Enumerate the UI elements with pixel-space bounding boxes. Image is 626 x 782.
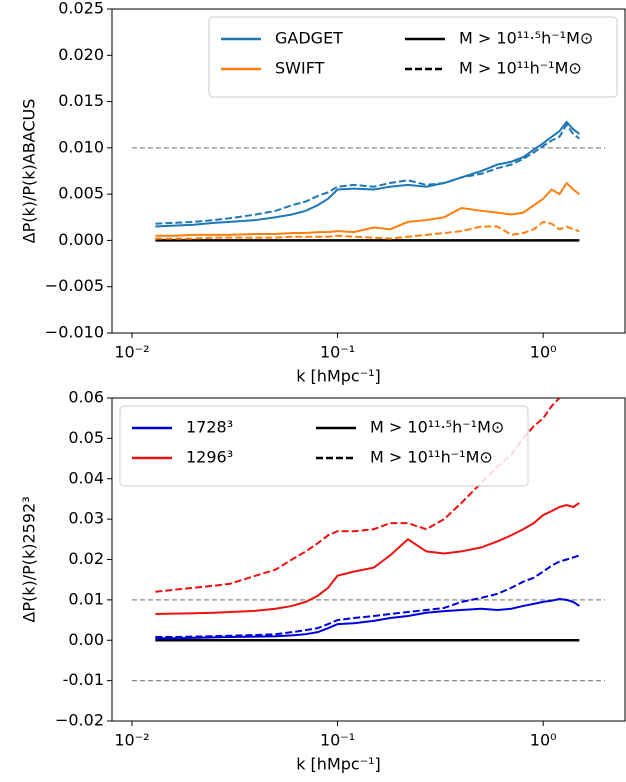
series-line	[155, 398, 562, 593]
legend-label: GADGET	[275, 29, 343, 48]
series-line	[155, 220, 580, 240]
legend-label: M > 10¹¹h⁻¹M⊙	[459, 59, 582, 78]
x-tick-label: 10⁻¹	[320, 731, 355, 750]
series-line	[155, 554, 580, 639]
legend-label: M > 10¹¹·⁵h⁻¹M⊙	[459, 29, 593, 48]
y-tick-label: −0.005	[45, 276, 104, 295]
y-axis-label: ΔP(k)/P(k)2592³	[20, 496, 39, 622]
series-line	[155, 181, 580, 237]
y-tick-label: 0.06	[68, 388, 104, 407]
x-axis-label: k [hMpc⁻¹]	[296, 367, 381, 386]
legend-label: 1296³	[186, 448, 233, 467]
y-tick-label: 0.04	[68, 468, 104, 487]
y-tick-label: 0.00	[68, 630, 104, 649]
y-tick-label: 0.025	[58, 0, 104, 18]
plot-frame	[111, 8, 626, 334]
x-tick-label: 10⁰	[530, 731, 557, 750]
y-tick-label: 0.020	[58, 45, 104, 64]
y-tick-label: −0.02	[55, 711, 104, 730]
x-axis-label: k [hMpc⁻¹]	[296, 755, 381, 774]
x-tick-label: 10⁰	[530, 343, 557, 362]
x-tick-label: 10⁻²	[114, 731, 149, 750]
series-line	[155, 122, 580, 225]
y-tick-label: 0.015	[58, 91, 104, 110]
series-line	[155, 502, 580, 616]
legend-label: SWIFT	[275, 59, 325, 78]
plot-frame	[111, 397, 626, 722]
y-tick-label: -0.01	[63, 670, 104, 689]
y-tick-label: 0.05	[68, 428, 104, 447]
x-tick-label: 10⁻¹	[320, 343, 355, 362]
legend-box	[119, 405, 529, 487]
legend-label: M > 10¹¹·⁵h⁻¹M⊙	[370, 418, 504, 437]
series-line	[155, 598, 580, 640]
x-tick-label: 10⁻²	[114, 343, 149, 362]
series-line	[155, 120, 580, 228]
y-tick-label: 0.000	[58, 230, 104, 249]
y-tick-label: 0.03	[68, 509, 104, 528]
legend-label: M > 10¹¹h⁻¹M⊙	[370, 448, 493, 467]
legend-box	[208, 16, 618, 98]
y-tick-label: 0.010	[58, 137, 104, 156]
y-axis-label: ΔP(k)/P(k)ABACUS	[20, 99, 39, 244]
y-tick-label: 0.005	[58, 184, 104, 203]
legend-label: 1728³	[186, 418, 233, 437]
y-tick-label: 0.02	[68, 549, 104, 568]
y-tick-label: 0.01	[68, 589, 104, 608]
y-tick-label: −0.010	[45, 323, 104, 342]
